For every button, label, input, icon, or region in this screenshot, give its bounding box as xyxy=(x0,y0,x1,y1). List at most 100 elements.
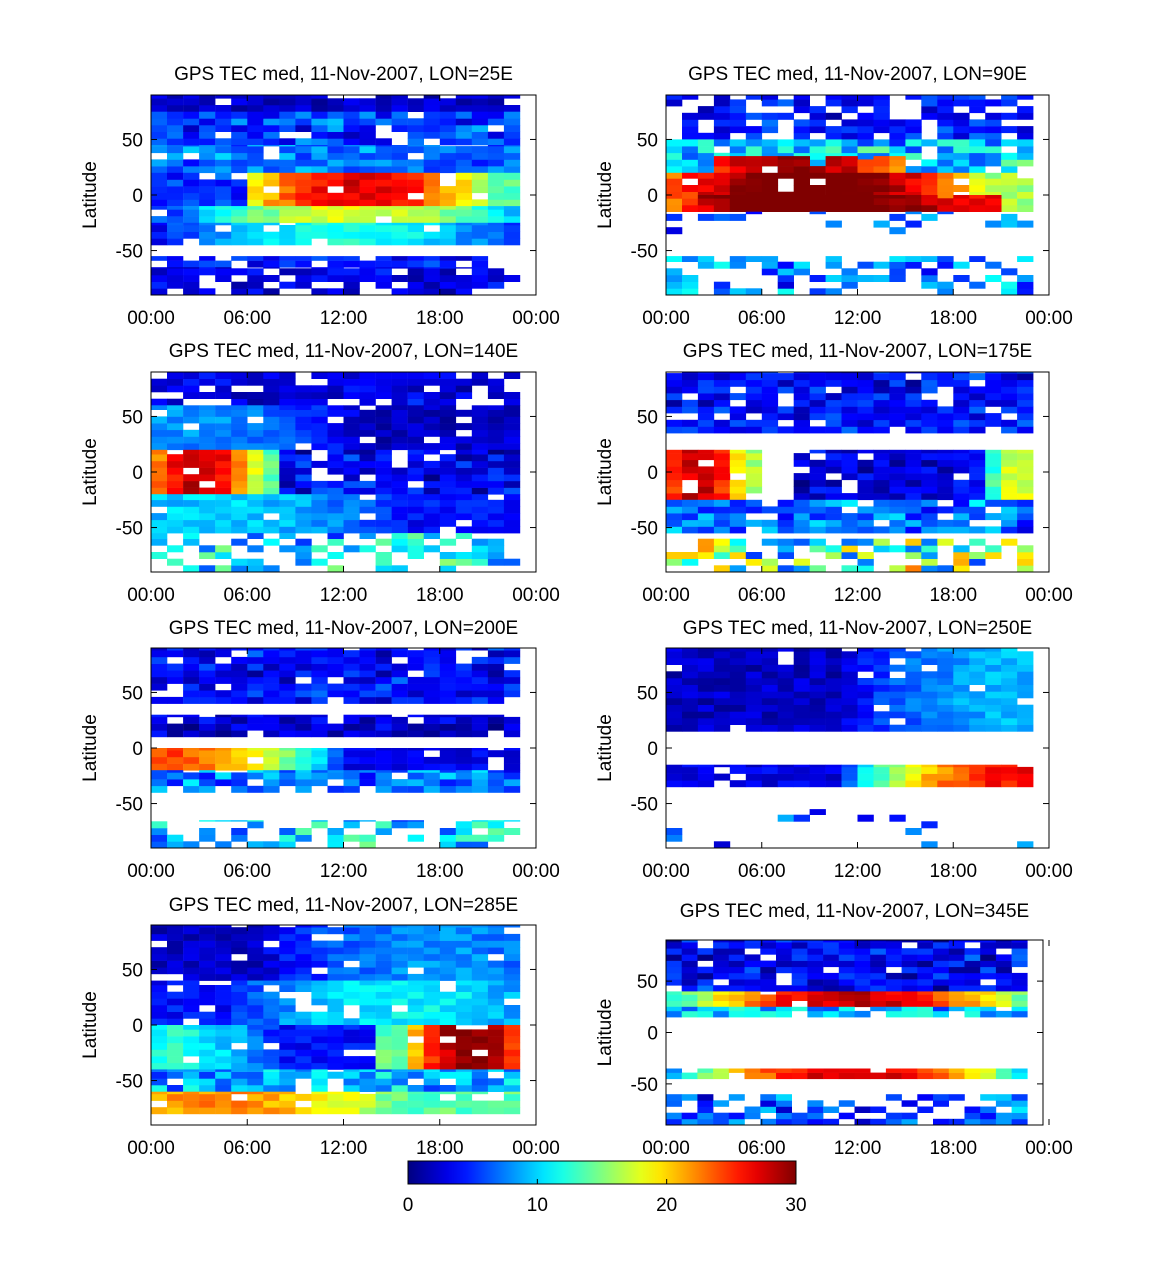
heatmap-cells xyxy=(151,372,521,573)
heatmap-cell xyxy=(423,1029,440,1037)
heatmap-cell xyxy=(760,1118,777,1126)
heatmap-cell xyxy=(279,95,296,99)
heatmap-cell xyxy=(183,730,200,738)
heatmap-cell xyxy=(343,405,360,410)
heatmap-cell xyxy=(199,750,216,758)
heatmap-cell xyxy=(777,565,794,573)
heatmap-cell xyxy=(471,372,489,379)
heatmap-cell xyxy=(503,454,521,462)
y-tick-label: 50 xyxy=(637,683,658,704)
heatmap-cell xyxy=(327,690,344,698)
heatmap-cell xyxy=(776,942,792,949)
panel-title: GPS TEC med, 11-Nov-2007, LON=90E xyxy=(688,64,1027,85)
heatmap-cell xyxy=(151,416,168,424)
heatmap-cell xyxy=(777,166,794,174)
heatmap-cell xyxy=(247,940,264,948)
heatmap-cell xyxy=(870,1118,887,1126)
heatmap-cell xyxy=(1001,678,1018,685)
heatmap-cell xyxy=(295,494,312,501)
heatmap-cell xyxy=(183,748,200,751)
heatmap-cell xyxy=(793,565,810,573)
heatmap-cell xyxy=(439,927,457,935)
heatmap-cell xyxy=(359,1005,376,1012)
heatmap-cell xyxy=(682,684,699,692)
heatmap-cell xyxy=(471,275,489,282)
heatmap-cell xyxy=(375,770,392,773)
heatmap-cell xyxy=(279,281,296,289)
heatmap-cell xyxy=(407,947,424,955)
heatmap-cell xyxy=(247,696,264,704)
heatmap-cell xyxy=(295,656,312,664)
heatmap-cell xyxy=(937,126,954,134)
heatmap-cells xyxy=(151,925,521,1115)
heatmap-cell xyxy=(761,711,779,719)
heatmap-cell xyxy=(263,443,280,451)
heatmap-cell xyxy=(985,373,1002,381)
heatmap-cell xyxy=(311,436,328,444)
heatmap-cell xyxy=(985,172,1002,179)
heatmap-cell xyxy=(838,1100,855,1107)
heatmap-cell xyxy=(682,519,699,527)
heatmap-cell xyxy=(311,730,328,738)
heatmap-cell xyxy=(969,152,986,160)
chart-panel-0: GPS TEC med, 11-Nov-2007, LON=25E500-500… xyxy=(80,64,560,329)
heatmap-cell xyxy=(199,192,216,200)
heatmap-cell xyxy=(713,1072,730,1080)
heatmap-cell xyxy=(423,231,440,239)
heatmap-cell xyxy=(375,1062,392,1070)
heatmap-cell xyxy=(455,409,473,417)
heatmap-cell xyxy=(215,499,232,507)
heatmap-cell xyxy=(151,172,168,180)
heatmap-cell xyxy=(857,172,874,179)
heatmap-cell xyxy=(995,1010,1012,1018)
heatmap-cell xyxy=(231,506,248,514)
heatmap-cell xyxy=(375,1091,392,1095)
heatmap-cell xyxy=(471,513,489,521)
heatmap-cell xyxy=(697,185,715,192)
heatmap-cell xyxy=(825,479,842,487)
heatmap-cell xyxy=(215,159,232,167)
heatmap-cell xyxy=(873,106,890,114)
heatmap-cell xyxy=(215,648,232,651)
heatmap-cell xyxy=(311,676,328,684)
heatmap-cell xyxy=(1001,281,1018,289)
heatmap-cell xyxy=(455,281,473,289)
heatmap-cell xyxy=(167,474,184,482)
heatmap-cell xyxy=(487,1056,505,1064)
heatmap-cell xyxy=(359,723,376,731)
heatmap-cell xyxy=(745,671,763,679)
heatmap-cell xyxy=(841,406,858,414)
heatmap-cell xyxy=(809,526,826,534)
heatmap-cell xyxy=(231,750,248,758)
heatmap-cell xyxy=(471,940,489,948)
heatmap-cell xyxy=(697,972,714,980)
heatmap-cell xyxy=(199,1078,216,1086)
heatmap-cell xyxy=(953,379,970,387)
heatmap-cell xyxy=(407,443,424,451)
heatmap-cell xyxy=(327,770,344,773)
heatmap-cell xyxy=(423,209,440,217)
heatmap-cell xyxy=(295,281,312,289)
heatmap-cell xyxy=(487,558,505,566)
x-tick-label: 00:00 xyxy=(1025,308,1073,329)
heatmap-cell xyxy=(729,711,747,719)
heatmap-cell xyxy=(343,973,360,981)
heatmap-cell xyxy=(809,648,826,652)
heatmap-cell xyxy=(995,1068,1012,1073)
heatmap-cell xyxy=(183,772,200,780)
heatmap-cell xyxy=(183,714,200,718)
heatmap-cell xyxy=(391,998,408,1006)
heatmap-cell xyxy=(729,146,747,154)
heatmap-cell xyxy=(295,1071,312,1079)
heatmap-cell xyxy=(167,940,184,948)
heatmap-cell xyxy=(359,138,376,146)
heatmap-cell xyxy=(263,1011,280,1019)
heatmap-cell xyxy=(666,399,683,407)
heatmap-cell xyxy=(455,756,473,764)
heatmap-cell xyxy=(295,513,312,521)
heatmap-cell xyxy=(199,179,216,187)
heatmap-cell xyxy=(697,146,715,154)
heatmap-cell xyxy=(295,159,312,167)
heatmap-cell xyxy=(391,238,408,246)
heatmap-cell xyxy=(666,281,683,289)
